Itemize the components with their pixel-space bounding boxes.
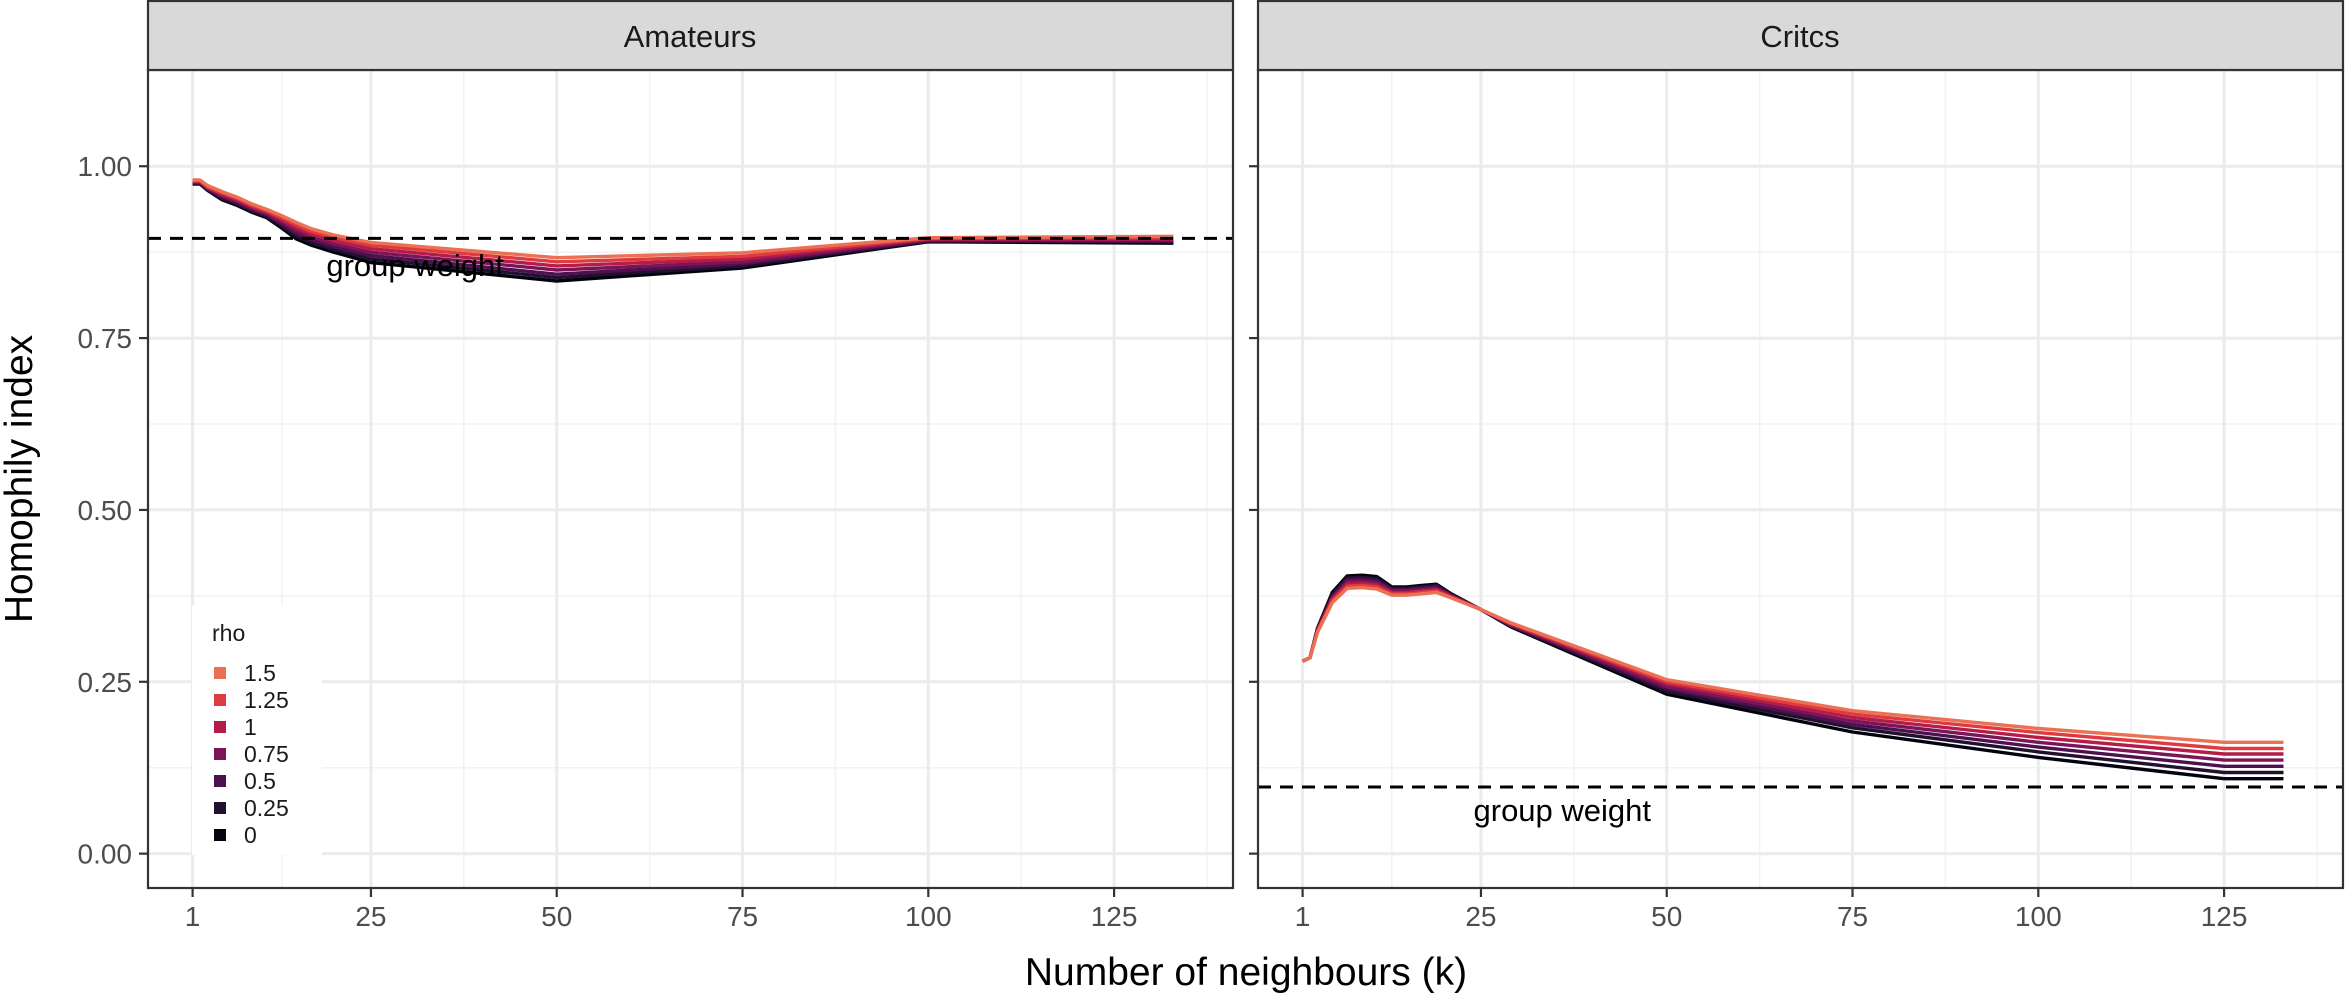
panel-critcs-group-weight-label: group weight — [1474, 793, 1652, 828]
legend-key-rho-1-5 — [214, 667, 226, 679]
critcs-x-tick-label: 1 — [1295, 901, 1311, 932]
amateurs-x-tick-label: 100 — [905, 901, 952, 932]
amateurs-x-tick-label: 125 — [1091, 901, 1138, 932]
panel-amateurs: group weight Amateurs 1 25 50 75 100 125 0.00… — [78, 0, 1235, 932]
legend-label: 1 — [244, 714, 257, 740]
critcs-x-tick-label: 75 — [1837, 901, 1868, 932]
panel-amateurs-background — [148, 70, 1233, 888]
legend-key-rho-1 — [214, 721, 226, 733]
panel-critcs-x-axis: 1 25 50 75 100 125 — [1249, 165, 2248, 932]
y-axis-title: Homophily index — [0, 334, 41, 623]
legend-key-rho-1-25 — [214, 694, 226, 706]
amateurs-x-tick-label: 75 — [727, 901, 758, 932]
panel-amateurs-series — [192, 178, 1174, 283]
panel-critcs-strip — [1256, 0, 2345, 72]
critcs-x-tick-label: 125 — [2201, 901, 2248, 932]
panel-critcs-background — [1258, 70, 2343, 888]
panel-amateurs-strip-label: Amateurs — [624, 19, 757, 54]
legend-key-rho-0-25 — [214, 802, 226, 814]
x-axis-title: Number of neighbours (k) — [1025, 951, 1467, 994]
legend-key-rho-0 — [214, 829, 226, 841]
legend-key-rho-0-75 — [214, 748, 226, 760]
y-tick-label: 0.00 — [78, 839, 133, 870]
legend-background — [192, 605, 322, 855]
panel-critcs-series — [1301, 573, 2284, 781]
y-tick-label: 1.00 — [78, 151, 133, 182]
legend-label: 0.25 — [244, 795, 289, 821]
legend-label: 1.25 — [244, 687, 289, 713]
panel-amateurs-x-axis: 1 25 50 75 100 125 — [185, 888, 1138, 932]
panel-critcs-grid — [1258, 70, 2343, 888]
panel-amateurs-group-weight-label: group weight — [326, 248, 504, 283]
panel-critcs: group weight Critcs 1 25 50 75 100 125 — [1249, 0, 2345, 932]
y-tick-label: 0.25 — [78, 667, 133, 698]
legend-label: 0 — [244, 822, 257, 848]
critcs-x-tick-label: 50 — [1651, 901, 1682, 932]
critcs-x-tick-label: 100 — [2015, 901, 2062, 932]
legend-key-rho-0-5 — [214, 775, 226, 787]
legend-label: 0.5 — [244, 768, 276, 794]
amateurs-series-rho-1-5 — [192, 178, 1174, 260]
critcs-series-rho-1-5 — [1301, 585, 2284, 744]
critcs-x-tick-label: 25 — [1465, 901, 1496, 932]
legend-label: 0.75 — [244, 741, 289, 767]
y-tick-label: 0.75 — [78, 323, 133, 354]
panel-critcs-strip-label: Critcs — [1760, 19, 1839, 54]
panel-amateurs-strip — [146, 0, 1235, 72]
legend-label: 1.5 — [244, 660, 276, 686]
amateurs-x-tick-label: 25 — [355, 901, 386, 932]
amateurs-x-tick-label: 50 — [541, 901, 572, 932]
y-axis: 0.00 0.25 0.50 0.75 1.00 — [78, 151, 148, 870]
y-tick-label: 0.50 — [78, 495, 133, 526]
legend-title: rho — [212, 620, 245, 646]
amateurs-x-tick-label: 1 — [185, 901, 201, 932]
